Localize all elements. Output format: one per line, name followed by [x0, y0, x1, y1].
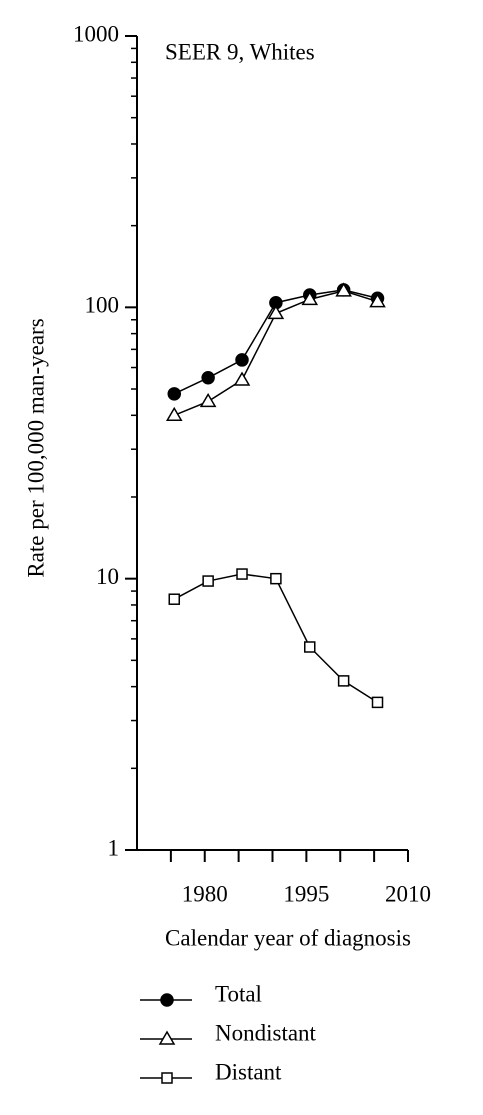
point	[270, 572, 282, 585]
point	[165, 406, 183, 422]
point	[199, 392, 217, 408]
legend-marker	[161, 1072, 173, 1084]
chart-title: SEER 9, Whites	[165, 39, 315, 64]
legend-marker	[158, 1030, 176, 1045]
y-axis-label: Rate per 100,000 man-years	[23, 318, 48, 577]
point	[202, 575, 214, 587]
x-tick-label: 2010	[385, 881, 431, 906]
point	[335, 282, 352, 297]
point	[371, 696, 384, 709]
x-tick-label: 1980	[182, 881, 228, 906]
legend-marker	[160, 993, 174, 1007]
point	[235, 353, 249, 367]
x-axis-label: Calendar year of diagnosis	[165, 925, 411, 950]
point	[267, 304, 285, 320]
point	[304, 641, 316, 653]
point	[167, 387, 182, 401]
point	[369, 293, 386, 308]
point	[337, 675, 350, 687]
point	[201, 371, 215, 385]
point	[168, 593, 181, 605]
y-tick-label: 10	[96, 564, 119, 589]
y-tick-label: 1	[108, 835, 120, 860]
legend-label: Nondistant	[215, 1020, 317, 1045]
point	[301, 290, 319, 306]
x-tick-label: 1995	[283, 881, 329, 906]
point	[233, 371, 251, 386]
point	[236, 568, 248, 580]
legend-label: Distant	[215, 1059, 282, 1084]
y-tick-label: 1000	[73, 21, 119, 46]
y-tick-label: 100	[85, 293, 120, 318]
legend-label: Total	[215, 981, 262, 1006]
